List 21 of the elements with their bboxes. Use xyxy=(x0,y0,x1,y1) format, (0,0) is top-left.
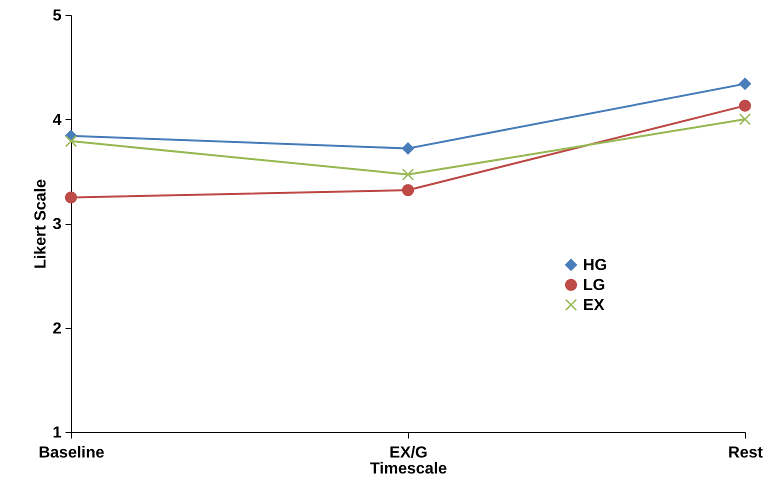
x-tick-label: EX/G xyxy=(389,444,428,462)
point xyxy=(402,168,414,180)
point xyxy=(65,135,77,148)
point xyxy=(402,184,414,196)
y-axis-title: Likert Scale xyxy=(32,178,50,269)
legend-label: EX xyxy=(583,296,605,314)
x-tick-label: Baseline xyxy=(38,444,105,462)
point xyxy=(402,142,414,154)
point xyxy=(739,113,751,126)
x-tick-label: Rest xyxy=(728,444,764,462)
legend-label: HG xyxy=(583,256,608,274)
y-tick-label: 5 xyxy=(52,8,62,24)
y-tick-label: 3 xyxy=(52,216,62,233)
legend-label: LG xyxy=(583,276,606,294)
y-tick-label: 1 xyxy=(52,424,62,442)
point xyxy=(65,191,77,204)
point xyxy=(739,78,751,90)
point xyxy=(739,100,751,112)
x-axis-title: Timescale xyxy=(370,460,448,478)
y-tick-label: 2 xyxy=(52,320,62,338)
y-tick-label: 4 xyxy=(52,112,62,129)
